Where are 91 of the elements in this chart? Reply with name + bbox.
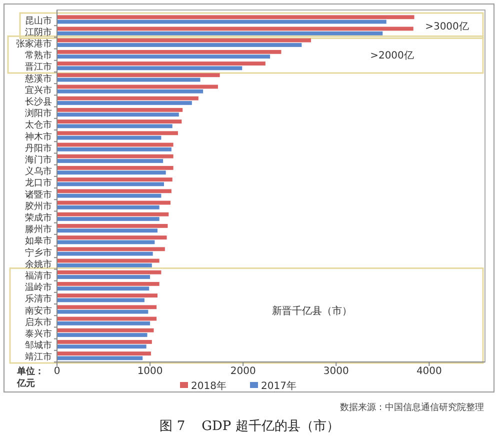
y-tick-label: 滕州市 bbox=[25, 224, 52, 236]
x-tick-label: 4000 bbox=[416, 366, 442, 377]
bar bbox=[57, 189, 172, 194]
y-tick-label: 慈溪市 bbox=[24, 73, 52, 84]
x-tick-label: 2000 bbox=[230, 366, 256, 377]
bar bbox=[57, 217, 160, 221]
text: 图 7 GDP 超千亿的县（市） bbox=[160, 419, 340, 434]
y-tick-label: 温岭市 bbox=[25, 282, 52, 294]
bar bbox=[57, 101, 192, 105]
bar bbox=[57, 182, 164, 186]
bar bbox=[57, 50, 282, 54]
bar bbox=[57, 62, 266, 66]
bar bbox=[57, 112, 179, 117]
bar bbox=[57, 108, 183, 112]
y-tick-label: 宁乡市 bbox=[25, 247, 52, 258]
annotation: 新晋千亿县（市） bbox=[272, 304, 352, 317]
y-tick-label: 启东市 bbox=[25, 316, 52, 328]
bar bbox=[57, 328, 154, 332]
bar bbox=[57, 275, 150, 279]
x-tick-label: 1000 bbox=[137, 366, 163, 377]
x-tick-label: 0 bbox=[54, 366, 60, 377]
bar bbox=[57, 43, 302, 47]
bar bbox=[57, 159, 164, 163]
bar bbox=[57, 166, 174, 170]
y-tick-label: 丹阳市 bbox=[25, 142, 52, 154]
y-tick-label: 福清市 bbox=[25, 270, 52, 282]
bar bbox=[57, 228, 158, 233]
bar bbox=[57, 321, 150, 326]
bar bbox=[57, 170, 166, 175]
annotation: >3000亿 bbox=[425, 21, 469, 32]
y-tick-label: 江阴市 bbox=[25, 26, 52, 38]
bar bbox=[57, 263, 152, 268]
y-tick-label: 长沙县 bbox=[25, 96, 52, 108]
source-note: 数据来源：中国信息通信研究院整理 bbox=[340, 402, 484, 413]
bar bbox=[57, 298, 144, 302]
bar bbox=[57, 340, 152, 344]
y-tick-label: 乐清市 bbox=[25, 294, 52, 305]
bar bbox=[57, 240, 155, 244]
annotation: >2000亿 bbox=[370, 50, 414, 62]
bar bbox=[57, 344, 146, 349]
y-tick-label: 如皋市 bbox=[25, 236, 52, 247]
x-tick-label: 3000 bbox=[323, 366, 349, 377]
bar bbox=[57, 356, 143, 360]
bar bbox=[57, 212, 169, 216]
text: 单位：亿元 bbox=[16, 366, 44, 389]
bar bbox=[57, 305, 157, 310]
y-tick-label: 靖江市 bbox=[25, 352, 52, 363]
bar bbox=[57, 282, 160, 286]
bar bbox=[57, 147, 172, 152]
bar bbox=[57, 178, 172, 182]
y-tick-label: 余姚市 bbox=[25, 258, 52, 270]
y-tick-label: 龙口市 bbox=[25, 178, 52, 189]
bar bbox=[57, 270, 162, 274]
bar bbox=[57, 131, 178, 136]
y-tick-label: 太仓市 bbox=[25, 120, 52, 131]
bar bbox=[57, 38, 312, 42]
bar bbox=[57, 96, 198, 100]
bar bbox=[57, 120, 182, 124]
y-tick-label: 张家港市 bbox=[16, 38, 52, 50]
legend-label: 2017年 bbox=[261, 380, 296, 392]
bar bbox=[57, 236, 167, 240]
bar bbox=[57, 15, 414, 20]
bar bbox=[57, 224, 168, 228]
bar bbox=[57, 31, 383, 36]
y-tick-label: 邹城市 bbox=[25, 340, 52, 352]
y-tick-label: 海门市 bbox=[25, 154, 52, 166]
y-tick-label: 荣成市 bbox=[25, 212, 52, 224]
bar bbox=[57, 352, 151, 356]
y-tick-label: 诸暨市 bbox=[25, 189, 52, 200]
bar bbox=[57, 294, 158, 298]
y-tick-label: 义乌市 bbox=[25, 166, 52, 178]
legend-label: 2018年 bbox=[191, 380, 226, 392]
y-tick-label: 常熟市 bbox=[25, 50, 52, 62]
bar bbox=[57, 66, 242, 70]
bar bbox=[57, 89, 204, 94]
y-tick-label: 胶州市 bbox=[25, 200, 52, 212]
bar bbox=[57, 247, 165, 252]
y-tick-label: 晋江市 bbox=[25, 62, 52, 73]
bar bbox=[57, 73, 220, 78]
y-tick-label: 南安市 bbox=[25, 305, 52, 316]
bar bbox=[57, 333, 148, 337]
y-tick-label: 宜兴市 bbox=[25, 84, 52, 96]
y-tick-label: 泰兴市 bbox=[25, 328, 52, 340]
y-tick-label: 昆山市 bbox=[25, 15, 52, 26]
bar bbox=[57, 54, 270, 59]
bar bbox=[57, 205, 160, 210]
y-tick-label: 浏阳市 bbox=[25, 108, 52, 120]
y-tick-label: 神木市 bbox=[25, 131, 52, 142]
bar bbox=[57, 154, 174, 158]
bar bbox=[57, 286, 150, 291]
bar bbox=[57, 124, 172, 128]
